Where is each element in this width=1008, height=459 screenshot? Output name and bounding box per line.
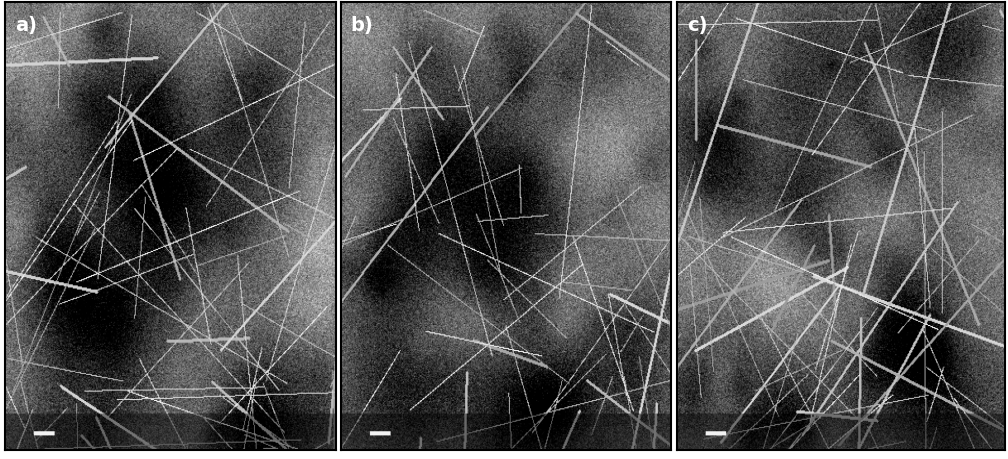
Text: a): a) <box>15 16 37 35</box>
Text: b): b) <box>351 16 373 35</box>
Text: c): c) <box>687 16 708 35</box>
